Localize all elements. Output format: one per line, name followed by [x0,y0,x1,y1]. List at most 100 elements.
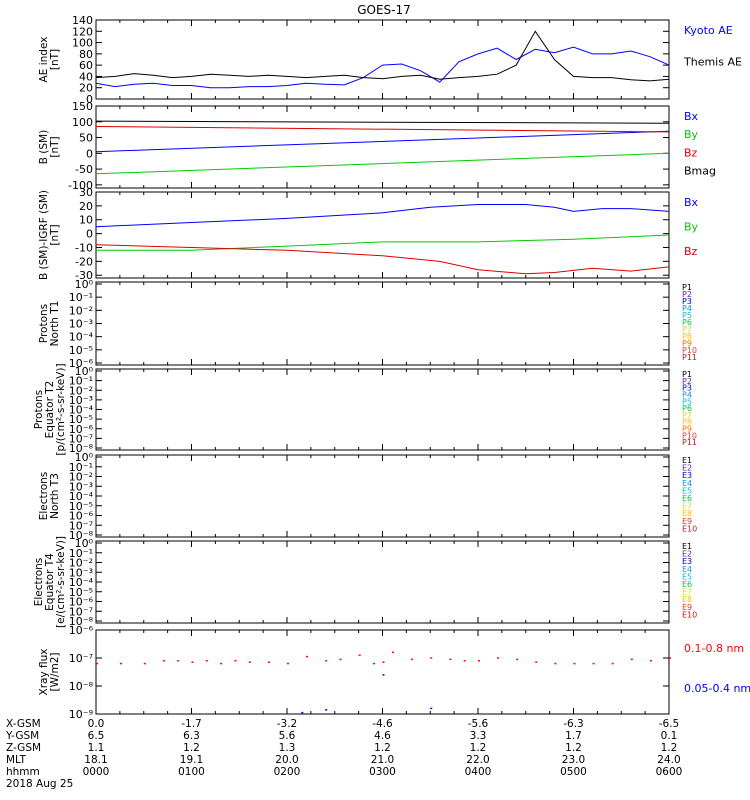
legend-p7: P7 [682,411,692,420]
legend-e1: E1 [682,542,692,551]
legend-p7: P7 [682,325,692,334]
legend-e9: E9 [682,603,692,612]
y-axis-label: Equator T2 [44,381,56,439]
legend-e5: E5 [682,572,692,581]
y-axis-label: [e/(cm²-s-sr-keV)] [55,536,67,628]
footer-value: 1.2 [565,742,582,754]
series-line-bx [95,204,670,228]
footer-row-label: MLT [6,754,26,766]
y-tick-label: 80 [79,48,93,61]
footer-value: 0.0 [88,718,105,730]
footer-value: 22.0 [466,754,489,766]
y-tick-label: 10⁻⁴ [69,404,94,417]
y-tick-label: 100 [72,116,93,129]
y-tick-label: 120 [72,25,93,38]
y-tick-label: 10⁻⁴ [69,331,94,344]
footer-value: 1.1 [88,742,105,754]
panel-frame [95,191,670,279]
legend-by: By [684,221,699,234]
legend-e5: E5 [682,486,692,495]
series-line-bx [95,130,670,153]
panel-bsm: -100 -50 0 50 100 150 B (SM) [nT] Bx By Bz Bmag [38,100,716,192]
series-line-by [95,152,670,175]
legend-bx: Bx [684,110,699,123]
footer-row-label: X-GSM [6,718,41,730]
legend-e3: E3 [682,471,692,480]
series-line-bmag [95,120,670,124]
footer-value: 6.3 [183,730,200,742]
footer-value: -6.5 [659,718,680,730]
y-tick-label: 10⁻⁴ [69,576,94,589]
footer-value: -5.6 [468,718,489,730]
legend-e2: E2 [682,550,692,559]
y-tick-label: 10⁻³ [69,480,93,493]
y-tick-label: 10⁻⁶ [69,357,94,370]
footer-value: 19.1 [180,754,203,766]
y-tick-label: 0 [86,147,93,160]
legend-by: By [684,128,699,141]
legend-e4: E4 [682,479,692,488]
footer-value: 0100 [178,766,205,778]
panel-frame [95,281,670,366]
legend-p11: P11 [682,438,697,447]
legend-e10: E10 [682,524,697,533]
footer-value: 4.6 [374,730,391,742]
y-tick-label: 150 [72,100,93,113]
legend-p5: P5 [682,397,692,406]
footer-value: 3.3 [470,730,487,742]
legend-p10: P10 [682,431,697,440]
series-line-bz [95,244,670,275]
legend-e7: E7 [682,502,692,511]
legend-p8: P8 [682,332,692,341]
footer-value: 1.2 [374,742,391,754]
legend-p11: P11 [682,353,697,362]
y-axis-label: North T3 [49,473,61,519]
panel-frame [95,105,670,189]
legend-e8: E8 [682,595,692,604]
footer-value: 1.2 [661,742,678,754]
y-tick-label: 10⁻⁷ [69,432,93,445]
legend-bx: Bx [684,196,699,209]
series-line-by [96,234,670,251]
footer-value: -6.3 [563,718,584,730]
legend-p2: P2 [682,290,692,299]
legend-p4: P4 [682,390,692,399]
plot-title: GOES-17 [357,3,411,17]
y-axis-label: [nT] [49,224,61,245]
y-axis-label: [nT] [49,136,61,157]
footer-value: 0400 [465,766,492,778]
legend-p3: P3 [682,384,692,393]
y-tick-label: 10⁻⁵ [69,586,93,599]
y-tick-label: 10⁻⁶ [69,596,94,609]
footer-value: 6.5 [88,730,105,742]
y-tick-label: 10⁻⁸ [69,615,94,628]
legend-p9: P9 [682,425,692,434]
y-tick-label: 10⁻² [69,304,93,317]
legend-p6: P6 [682,318,692,327]
footer-value: 0000 [83,766,110,778]
y-tick-label: 10⁻³ [69,566,93,579]
y-axis-label: [W/m2] [49,652,61,691]
y-tick-label: 10⁻¹ [69,291,93,304]
legend-p3: P3 [682,297,692,306]
y-axis-label: Electrons [33,558,45,607]
y-axis-label: Electrons [38,472,50,521]
panel-frame [95,19,670,100]
legend-p9: P9 [682,339,692,348]
legend-bmag: Bmag [684,165,716,178]
y-axis-label: AE index [38,37,50,83]
y-tick-label: 10⁻⁵ [69,344,93,357]
y-axis-label: Protons [38,304,50,343]
legend-p1: P1 [682,370,692,379]
legend-e9: E9 [682,517,692,526]
panel-xray: 10⁻⁹ 10⁻⁸ 10⁻⁷ 10⁻⁶ Xray flux [W/m2] 0.1-0.8 n… [38,624,750,721]
legend-bz: Bz [684,146,698,159]
y-axis-label: B (SM)-IGRF (SM) [38,190,50,280]
y-axis-label: Equator T4 [44,553,56,611]
